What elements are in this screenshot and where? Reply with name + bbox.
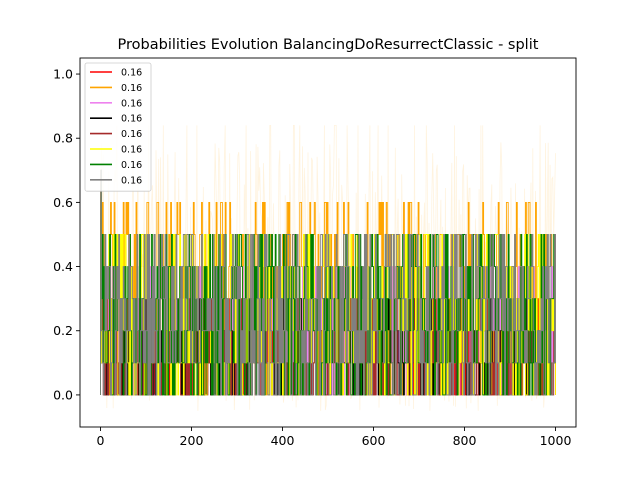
- legend-label: 0.16: [121, 160, 142, 171]
- legend-label: 0.16: [121, 145, 142, 156]
- x-axis: 0 200 400 600 800 1000: [97, 427, 572, 448]
- legend-label: 0.16: [121, 83, 142, 94]
- series-line-8: [100, 169, 556, 396]
- legend-label: 0.16: [121, 98, 142, 109]
- x-tick-label: 800: [453, 433, 477, 448]
- x-tick-label: 400: [271, 433, 295, 448]
- y-tick-label: 0.6: [53, 195, 73, 210]
- legend: 0.16 0.16 0.16 0.16 0.16 0.16 0.16 0.16: [84, 62, 152, 192]
- y-tick-label: 1.0: [53, 67, 73, 82]
- y-tick-label: 0.4: [53, 259, 73, 274]
- x-tick-label: 0: [97, 433, 105, 448]
- legend-label: 0.16: [121, 175, 142, 186]
- x-tick-label: 200: [180, 433, 204, 448]
- x-tick-label: 1000: [540, 433, 572, 448]
- legend-label: 0.16: [121, 114, 142, 125]
- y-tick-label: 0.0: [53, 387, 73, 402]
- series-lines: [100, 169, 556, 396]
- y-tick-label: 0.2: [53, 323, 73, 338]
- x-tick-label: 600: [362, 433, 386, 448]
- y-tick-label: 0.8: [53, 131, 73, 146]
- legend-label: 0.16: [121, 129, 142, 140]
- plot-area-frame: [79, 57, 577, 428]
- legend-label: 0.16: [121, 68, 142, 79]
- legend-box: [84, 62, 152, 192]
- y-axis: 0.0 0.2 0.4 0.6 0.8 1.0: [53, 67, 80, 402]
- chart-title: Probabilities Evolution BalancingDoResur…: [118, 37, 539, 53]
